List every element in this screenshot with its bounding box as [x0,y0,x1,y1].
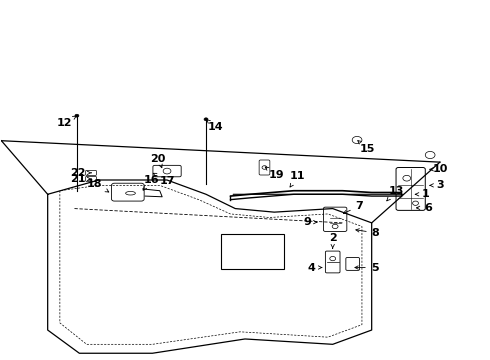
Text: 7: 7 [343,201,364,213]
Text: 13: 13 [387,186,404,201]
Text: 12: 12 [57,116,76,128]
Text: 20: 20 [150,154,166,168]
Text: 21: 21 [70,174,91,184]
Text: 1: 1 [416,189,429,199]
Text: 17: 17 [153,173,175,186]
Text: 19: 19 [265,167,285,180]
Text: 14: 14 [206,120,223,132]
Text: 18: 18 [87,179,109,192]
Text: 10: 10 [429,164,447,174]
Text: 4: 4 [308,262,322,273]
Text: 5: 5 [355,262,378,273]
Text: 6: 6 [416,203,432,213]
Text: 11: 11 [290,171,305,187]
Bar [220,234,284,269]
Text: 15: 15 [358,141,375,154]
Circle shape [204,118,208,121]
Text: 2: 2 [329,233,337,248]
Text: 9: 9 [303,217,317,227]
Text: 16: 16 [143,175,159,190]
Text: 22: 22 [70,168,91,178]
Text: 8: 8 [356,228,379,238]
Text: 3: 3 [430,180,444,190]
Circle shape [75,114,79,117]
